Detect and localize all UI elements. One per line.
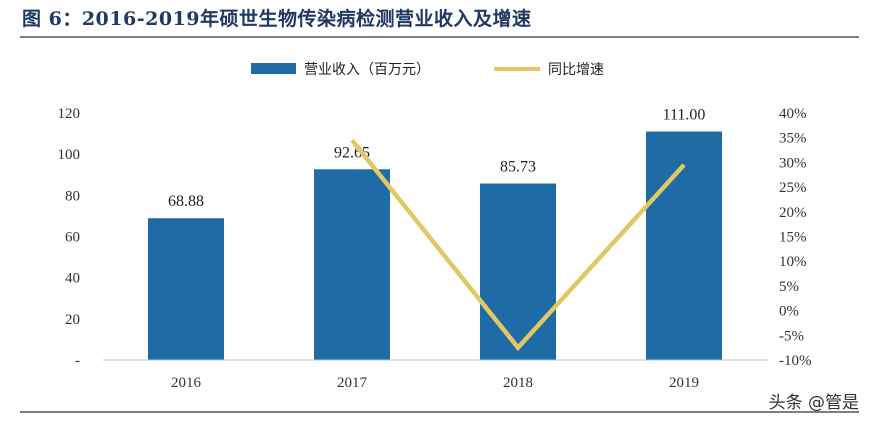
right-tick-label: 5% xyxy=(779,279,799,295)
right-tick-label: 35% xyxy=(779,131,807,147)
left-tick-label: 120 xyxy=(58,106,81,122)
chart-title: 图 6：2016-2019年硕世生物传染病检测营业收入及增速 xyxy=(22,8,532,30)
right-tick-label: -5% xyxy=(779,328,804,344)
right-tick-label: 40% xyxy=(779,106,807,122)
watermark: 头条 @管是 xyxy=(768,393,859,413)
right-tick-label: 30% xyxy=(779,155,807,171)
legend-bar-label: 营业收入（百万元） xyxy=(304,62,430,78)
right-tick-label: -10% xyxy=(779,353,812,369)
revenue-bar-label: 85.73 xyxy=(500,159,536,176)
legend: 营业收入（百万元） 同比增速 xyxy=(251,62,604,78)
right-tick-label: 25% xyxy=(779,180,807,196)
right-tick-label: 10% xyxy=(779,254,807,270)
right-tick-label: 20% xyxy=(779,205,807,221)
left-tick-label: 100 xyxy=(58,147,81,163)
left-tick-label: - xyxy=(75,353,80,369)
right-tick-label: 0% xyxy=(779,304,799,320)
growth-line xyxy=(350,138,686,352)
x-tick-label: 2017 xyxy=(337,375,368,391)
revenue-bar-2016 xyxy=(148,218,224,360)
left-tick-label: 80 xyxy=(65,188,80,204)
right-tick-label: 15% xyxy=(779,230,807,246)
x-axis: 2016 2017 2018 2019 xyxy=(171,375,699,391)
revenue-bar-label: 68.88 xyxy=(168,193,204,210)
revenue-bar-label: 111.00 xyxy=(663,107,706,124)
revenue-bar-2018 xyxy=(480,183,556,360)
left-tick-label: 60 xyxy=(65,230,80,246)
bar-series xyxy=(148,131,722,360)
x-tick-label: 2019 xyxy=(669,375,699,391)
left-tick-label: 40 xyxy=(65,271,80,287)
right-axis: -10% -5% 0% 5% 10% 15% 20% 25% 30% 35% 40% xyxy=(779,106,812,369)
revenue-bar-2017 xyxy=(314,169,390,360)
x-tick-label: 2016 xyxy=(171,375,202,391)
x-tick-label: 2018 xyxy=(503,375,533,391)
line-series xyxy=(350,138,686,352)
left-tick-label: 20 xyxy=(65,312,80,328)
revenue-bar-2019 xyxy=(646,131,722,360)
left-axis: - 20 40 60 80 100 120 xyxy=(58,106,81,369)
legend-bar-swatch xyxy=(251,63,296,74)
legend-line-label: 同比增速 xyxy=(548,62,604,78)
